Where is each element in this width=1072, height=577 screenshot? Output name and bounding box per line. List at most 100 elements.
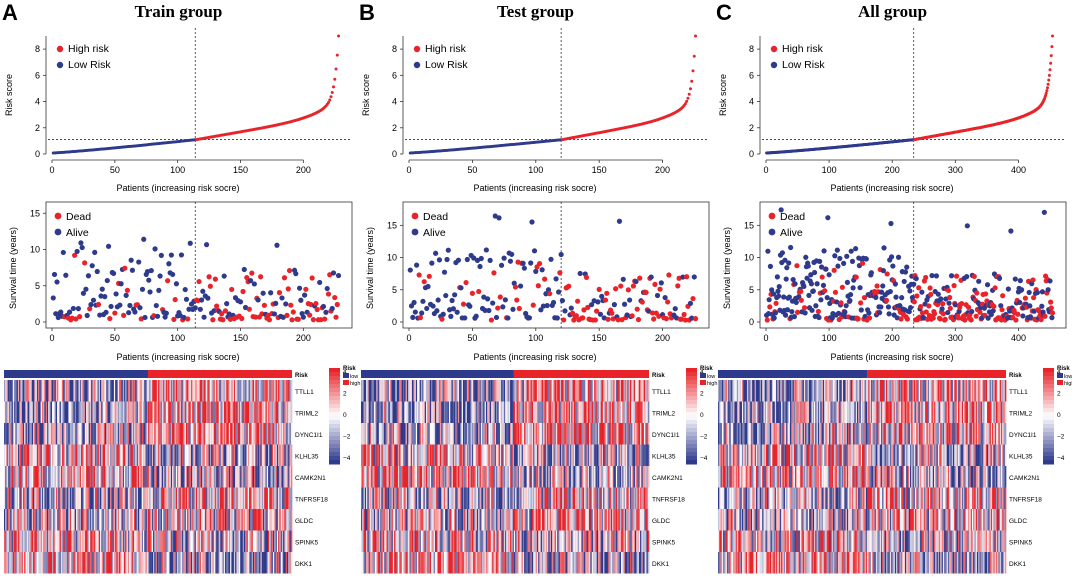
heatmap-cell: [637, 380, 640, 402]
heatmap-cell: [225, 552, 227, 574]
heatmap-cell: [557, 509, 559, 531]
heatmap-cell: [265, 380, 268, 402]
heatmap-cell: [129, 552, 131, 574]
heatmap-cell: [572, 380, 575, 402]
heatmap-cell: [118, 509, 121, 531]
heatmap-cell: [372, 530, 375, 552]
heatmap-cell: [111, 423, 113, 445]
heatmap-cell: [371, 423, 373, 445]
heatmap-cell: [12, 423, 15, 445]
heatmap-cell: [54, 509, 57, 531]
heatmap-cell: [553, 423, 556, 445]
heatmap-cell: [193, 423, 196, 445]
heatmap-cell: [49, 509, 52, 531]
heatmap-cell: [83, 509, 86, 531]
heatmap-cell: [144, 487, 146, 509]
alive-point: [283, 301, 289, 307]
heatmap-cell: [252, 423, 255, 445]
y-axis-label: Risk score: [361, 74, 371, 116]
heatmap-cell: [62, 380, 64, 402]
heatmap-cell: [502, 380, 505, 402]
heatmap-cell: [6, 444, 9, 466]
heatmap-cell: [373, 380, 376, 402]
heatmap-cell: [158, 487, 160, 509]
heatmap-cell: [476, 444, 479, 466]
color-scale-label: 4: [343, 369, 347, 376]
heatmap-cell: [246, 530, 249, 552]
heatmap-cell: [44, 444, 47, 466]
heatmap-cell: [525, 466, 528, 488]
alive-point: [70, 305, 76, 312]
heatmap-cell: [390, 509, 392, 531]
heatmap-cell: [512, 380, 515, 402]
heatmap-cell: [363, 466, 366, 488]
heatmap-cell: [539, 530, 542, 552]
heatmap-cell: [545, 487, 548, 509]
heatmap-cell: [260, 380, 263, 402]
heatmap-cell: [175, 380, 178, 402]
heatmap-cell: [587, 444, 590, 466]
heatmap-cell: [79, 423, 82, 445]
alive-point: [273, 300, 279, 306]
heatmap-cell: [627, 509, 629, 531]
color-scale-step: [329, 424, 340, 429]
heatmap-cell: [17, 487, 20, 509]
heatmap-cell: [543, 444, 545, 466]
heatmap-cell: [587, 401, 590, 423]
heatmap-cell: [101, 552, 103, 574]
heatmap-cell: [531, 401, 534, 423]
heatmap-cell: [364, 487, 367, 509]
heatmap-cell: [196, 466, 198, 488]
heatmap-cell: [562, 423, 564, 445]
heatmap-cell: [115, 509, 117, 531]
heatmap-cell: [187, 401, 189, 423]
heatmap-cell: [540, 487, 543, 509]
heatmap-cell: [209, 509, 212, 531]
heatmap-cell: [227, 444, 230, 466]
heatmap-cell: [106, 466, 108, 488]
heatmap-cell: [139, 509, 141, 531]
dead-point: [618, 283, 624, 289]
dead-point: [542, 276, 548, 282]
heatmap-cell: [19, 487, 21, 509]
gene-label: KLHL35: [652, 453, 676, 460]
heatmap-cell: [594, 466, 596, 488]
heatmap-cell: [581, 444, 584, 466]
heatmap-cell: [244, 466, 246, 488]
heatmap-cell: [111, 530, 113, 552]
heatmap-cell: [395, 423, 398, 445]
heatmap-cell: [58, 444, 60, 466]
heatmap-cell: [255, 423, 257, 445]
heatmap-cell: [563, 487, 566, 509]
heatmap-cell: [58, 466, 60, 488]
heatmap-cell: [265, 466, 268, 488]
heatmap-cell: [631, 487, 633, 509]
heatmap-cell: [41, 444, 44, 466]
heatmap-cell: [197, 552, 199, 574]
heatmap-cell: [591, 509, 594, 531]
heatmap-cell: [107, 530, 110, 552]
heatmap-cell: [539, 401, 542, 423]
heatmap-cell: [269, 444, 271, 466]
heatmap-cell: [517, 380, 520, 402]
heatmap-cell: [193, 487, 196, 509]
heatmap-cell: [241, 423, 244, 445]
heatmap-cell: [44, 466, 47, 488]
heatmap-cell: [624, 466, 627, 488]
heatmap-cell: [645, 444, 647, 466]
heatmap-cell: [22, 423, 25, 445]
gene-label: KLHL35: [295, 453, 319, 460]
heatmap-cell: [469, 509, 471, 531]
heatmap-cell: [78, 444, 81, 466]
heatmap-cell: [585, 530, 587, 552]
heatmap-cell: [6, 509, 9, 531]
heatmap-cell: [473, 423, 475, 445]
heatmap-cell: [526, 530, 529, 552]
heatmap-cell: [443, 444, 446, 466]
heatmap-cell: [431, 530, 433, 552]
heatmap-cell: [20, 509, 23, 531]
heatmap-cell: [406, 466, 409, 488]
heatmap-cell: [436, 380, 438, 402]
heatmap-cell: [228, 530, 231, 552]
heatmap-cell: [567, 466, 570, 488]
